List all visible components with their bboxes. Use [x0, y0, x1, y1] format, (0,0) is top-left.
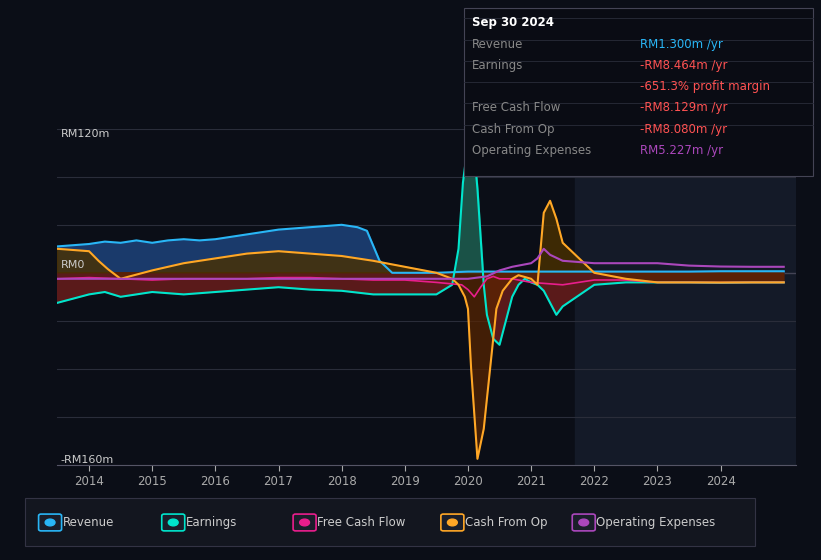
- Text: -RM8.464m /yr: -RM8.464m /yr: [640, 59, 728, 72]
- Text: Sep 30 2024: Sep 30 2024: [472, 16, 554, 29]
- Text: RM5.227m /yr: RM5.227m /yr: [640, 144, 723, 157]
- Text: RM1.300m /yr: RM1.300m /yr: [640, 38, 723, 50]
- Text: RM120m: RM120m: [61, 129, 110, 139]
- Text: Revenue: Revenue: [62, 516, 114, 529]
- Text: Operating Expenses: Operating Expenses: [596, 516, 715, 529]
- Text: Cash From Op: Cash From Op: [465, 516, 547, 529]
- Text: -651.3% profit margin: -651.3% profit margin: [640, 80, 770, 93]
- Text: -RM160m: -RM160m: [61, 455, 114, 465]
- Text: Revenue: Revenue: [472, 38, 524, 50]
- Text: Operating Expenses: Operating Expenses: [472, 144, 591, 157]
- Text: -RM8.129m /yr: -RM8.129m /yr: [640, 101, 728, 114]
- Text: Earnings: Earnings: [186, 516, 237, 529]
- Text: -RM8.080m /yr: -RM8.080m /yr: [640, 123, 727, 136]
- Text: Free Cash Flow: Free Cash Flow: [472, 101, 561, 114]
- Text: RM0: RM0: [61, 260, 85, 270]
- Text: Free Cash Flow: Free Cash Flow: [317, 516, 406, 529]
- Text: Earnings: Earnings: [472, 59, 524, 72]
- Text: Cash From Op: Cash From Op: [472, 123, 554, 136]
- Bar: [576, 129, 796, 465]
